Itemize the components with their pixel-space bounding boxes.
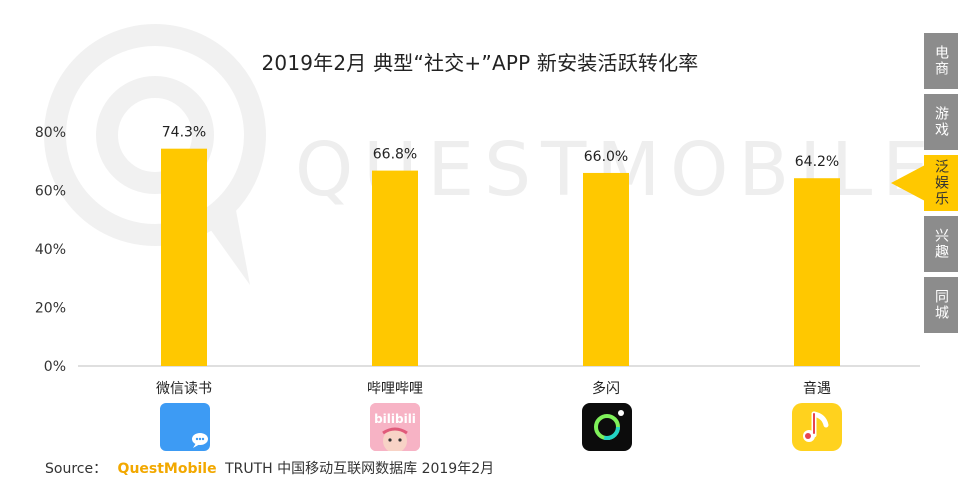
bilibili-logo-icon: bilibili <box>370 403 420 451</box>
bilibili-logo-text: bilibili <box>374 412 416 426</box>
y-tick-label: 40% <box>35 242 66 258</box>
category-label: 音遇 <box>803 380 831 397</box>
category-label: 多闪 <box>592 380 620 397</box>
source-prefix: Source： <box>45 461 108 477</box>
bar <box>372 170 418 366</box>
y-tick-label: 60% <box>35 184 66 200</box>
y-tick-label: 20% <box>35 301 66 317</box>
side-tab-ecommerce[interactable]: 电商 <box>924 33 958 89</box>
category-labels-group: 微信读书 哔哩哔哩 多闪 音遇 <box>156 380 831 397</box>
chart-title: 2019年2月 典型“社交+”APP 新安装活跃转化率 <box>261 51 699 75</box>
side-tab-interest[interactable]: 兴趣 <box>924 216 958 272</box>
source-note: Source： QuestMobile TRUTH 中国移动互联网数据库 201… <box>45 458 494 478</box>
data-label: 66.8% <box>373 147 417 163</box>
source-rest: TRUTH 中国移动互联网数据库 2019年2月 <box>225 461 495 477</box>
duoshan-app-icon <box>582 403 632 451</box>
bilibili-app-icon: bilibili <box>370 403 420 451</box>
bar <box>583 172 629 366</box>
source-brand: QuestMobile <box>117 461 217 477</box>
y-axis: 0% 20% 40% 60% 80% <box>35 125 66 375</box>
y-tick-label: 0% <box>44 359 66 375</box>
y-tick-label: 80% <box>35 125 66 141</box>
bar <box>161 148 207 366</box>
data-label: 74.3% <box>162 125 206 141</box>
side-tab-games[interactable]: 游戏 <box>924 94 958 150</box>
category-label: 微信读书 <box>156 380 212 397</box>
bars-group <box>161 148 840 366</box>
data-label: 64.2% <box>795 154 839 170</box>
music-note-icon <box>803 411 829 442</box>
data-label: 66.0% <box>584 149 628 165</box>
bar <box>794 178 840 366</box>
data-labels-group: 74.3% 66.8% 66.0% 64.2% <box>162 125 839 171</box>
category-label: 哔哩哔哩 <box>367 381 423 397</box>
chat-bubble-icon <box>192 433 208 448</box>
yinyu-app-icon <box>792 403 842 451</box>
side-tab-entertainment[interactable]: 泛娱乐 <box>924 155 958 211</box>
side-tab-local[interactable]: 同城 <box>924 277 958 333</box>
active-tab-pointer <box>891 165 925 201</box>
weixin-dushu-app-icon <box>160 403 210 451</box>
ring-icon <box>594 410 624 440</box>
